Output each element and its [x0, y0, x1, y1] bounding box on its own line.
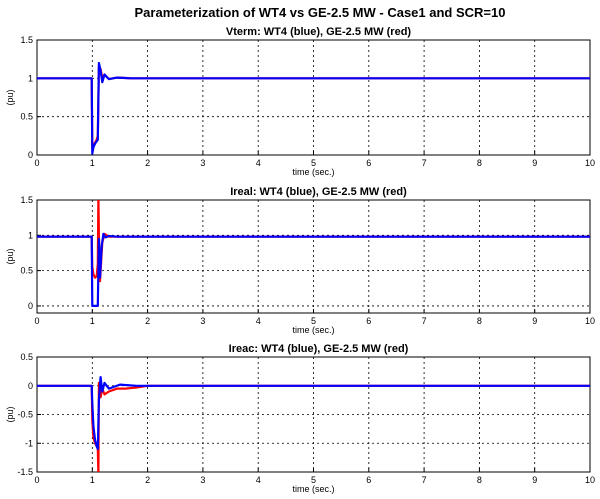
chart-title: Vterm: WT4 (blue), GE-2.5 MW (red) [226, 26, 412, 38]
x-tick-label: 2 [145, 475, 150, 485]
x-tick-label: 3 [200, 158, 205, 168]
x-tick-label: 6 [366, 475, 371, 485]
x-tick-label: 10 [585, 475, 595, 485]
x-tick-label: 10 [585, 316, 595, 326]
x-tick-label: 4 [256, 158, 261, 168]
x-tick-label: 7 [422, 475, 427, 485]
y-tick-label: -1 [25, 438, 33, 448]
y-tick-label: 0.5 [20, 266, 33, 276]
chart-title: Ireal: WT4 (blue), GE-2.5 MW (red) [230, 186, 407, 198]
y-tick-label: 0 [28, 150, 33, 160]
series-line-wt4 [37, 61, 590, 155]
y-axis-label: (pu) [5, 248, 15, 264]
x-tick-label: 1 [90, 316, 95, 326]
x-tick-label: 9 [532, 475, 537, 485]
y-tick-label: -0.5 [17, 410, 33, 420]
y-tick-label: 1 [28, 73, 33, 83]
x-tick-label: 5 [311, 158, 316, 168]
y-tick-label: 0.5 [20, 112, 33, 122]
x-tick-label: 5 [311, 475, 316, 485]
x-tick-label: 2 [145, 316, 150, 326]
x-tick-label: 9 [532, 158, 537, 168]
chart-title: Ireac: WT4 (blue), GE-2.5 MW (red) [229, 343, 409, 355]
x-tick-label: 8 [477, 475, 482, 485]
x-tick-label: 8 [477, 316, 482, 326]
series-line-wt4 [37, 376, 590, 451]
series-line-wt4 [37, 232, 590, 307]
x-tick-label: 7 [422, 316, 427, 326]
x-tick-label: 0 [34, 158, 39, 168]
y-tick-label: 0 [28, 301, 33, 311]
y-axis-label: (pu) [5, 406, 15, 422]
x-tick-label: 8 [477, 158, 482, 168]
x-tick-label: 0 [34, 316, 39, 326]
y-tick-label: 0 [28, 381, 33, 391]
x-axis-label: time (sec.) [292, 484, 334, 494]
y-tick-label: 0.5 [20, 352, 33, 362]
figure-title: Parameterization of WT4 vs GE-2.5 MW - C… [135, 5, 506, 20]
chart-panel-1: Vterm: WT4 (blue), GE-2.5 MW (red) 0 1 2 3 4 5… [5, 26, 595, 177]
chart-panel-3: Ireac: WT4 (blue), GE-2.5 MW (red) 0 1 2 3 4 5… [5, 343, 595, 494]
x-tick-label: 9 [532, 316, 537, 326]
x-tick-label: 3 [200, 316, 205, 326]
x-tick-label: 1 [90, 158, 95, 168]
x-tick-label: 4 [256, 475, 261, 485]
x-axis-label: time (sec.) [292, 167, 334, 177]
x-tick-label: 1 [90, 475, 95, 485]
x-tick-label: 2 [145, 158, 150, 168]
x-axis-label: time (sec.) [292, 325, 334, 335]
x-tick-label: 10 [585, 158, 595, 168]
x-tick-label: 0 [34, 475, 39, 485]
x-tick-label: 5 [311, 316, 316, 326]
y-axis-label: (pu) [5, 89, 15, 105]
x-tick-label: 6 [366, 158, 371, 168]
chart-panel-2: Ireal: WT4 (blue), GE-2.5 MW (red) 0 1 2 3 4 5… [5, 186, 595, 335]
x-tick-label: 3 [200, 475, 205, 485]
x-tick-label: 6 [366, 316, 371, 326]
y-tick-label: 1.5 [20, 35, 33, 45]
y-tick-label: -1.5 [17, 467, 33, 477]
x-tick-label: 4 [256, 316, 261, 326]
y-tick-label: 1.5 [20, 195, 33, 205]
x-tick-label: 7 [422, 158, 427, 168]
y-tick-label: 1 [28, 230, 33, 240]
plot-area [36, 39, 591, 156]
